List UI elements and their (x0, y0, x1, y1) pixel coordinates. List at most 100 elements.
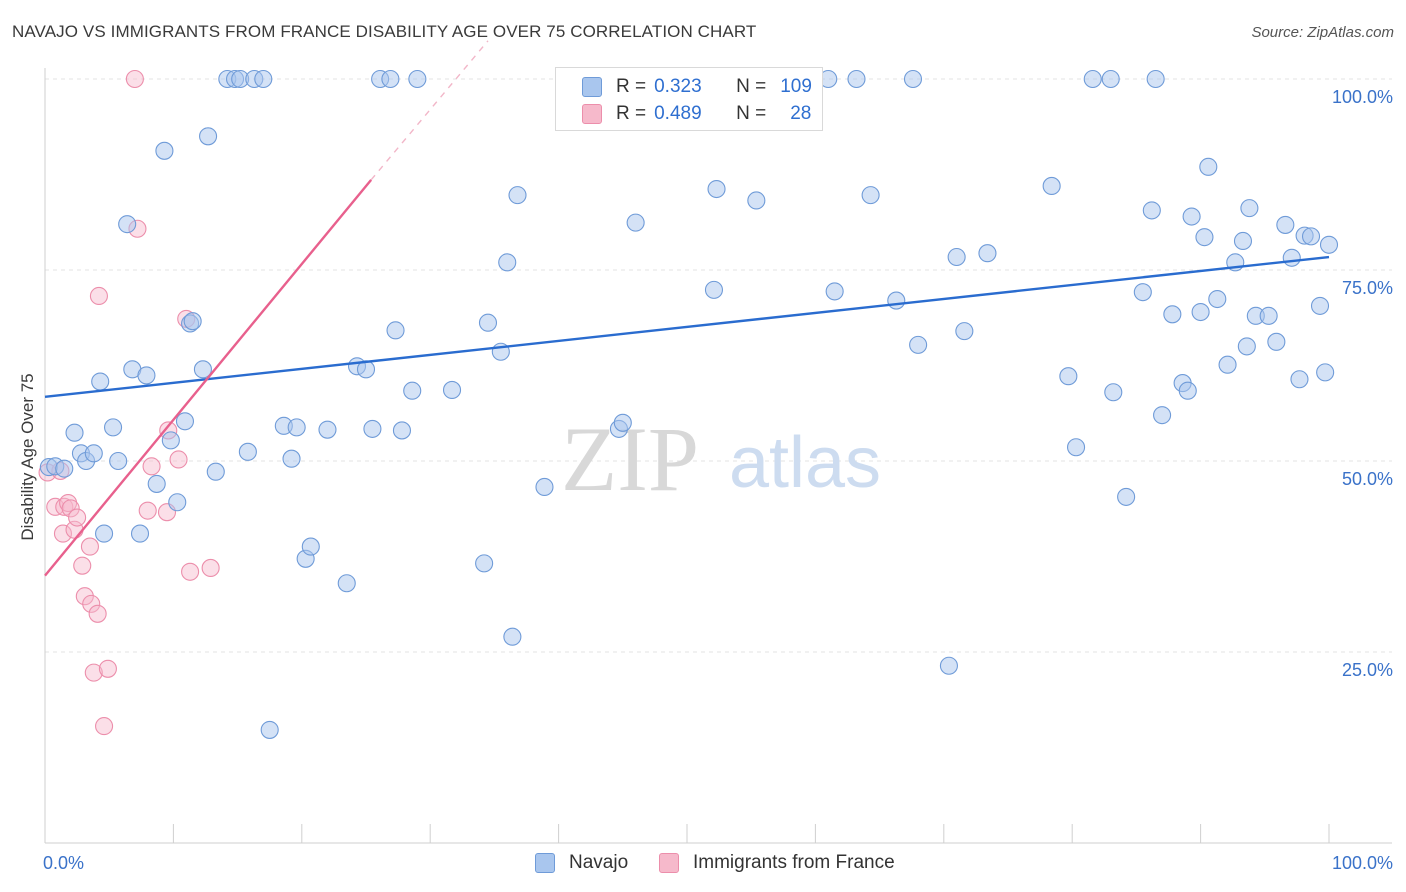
tick-labels: 25.0% 50.0% 75.0% 100.0% 0.0% 100.0% (43, 87, 1393, 873)
navajo-point (199, 127, 218, 146)
navajo-point (1178, 381, 1197, 400)
navajo-point (1146, 69, 1165, 89)
navajo-point (861, 186, 880, 205)
navajo-point (238, 442, 257, 461)
source-label: Source: ZipAtlas.com (1251, 24, 1394, 41)
navajo-swatch (582, 77, 602, 97)
navajo-point (1104, 383, 1123, 402)
navajo-point (1042, 176, 1061, 196)
navajo-point (503, 627, 522, 646)
navajo-point (1290, 370, 1309, 389)
navajo-point (65, 423, 84, 442)
navajo-point (825, 282, 844, 301)
navajo-point (363, 419, 382, 438)
navajo-point (1208, 289, 1227, 309)
france-point (181, 562, 200, 581)
legend-item-france: Immigrants from France (659, 852, 895, 874)
navajo-point (287, 418, 306, 437)
navajo-point (95, 524, 114, 543)
navajo-point (1240, 199, 1259, 218)
watermark: ZIP atlas (561, 408, 881, 510)
france-trend-extension (370, 40, 489, 181)
n-label: N = (736, 103, 767, 124)
navajo-point (707, 179, 726, 199)
gridlines (45, 78, 1392, 653)
navajo-point (508, 186, 527, 205)
navajo-point (260, 720, 279, 739)
navajo-point (282, 449, 301, 468)
navajo-point (55, 459, 74, 478)
france-point (201, 558, 220, 578)
navajo-point (109, 451, 128, 471)
navajo-point (475, 554, 494, 573)
navajo-point (1067, 438, 1086, 457)
navajo-point (947, 247, 966, 267)
navajo-point (381, 69, 400, 89)
navajo-point (1310, 296, 1330, 315)
navajo-point (254, 69, 273, 89)
r-label: R = (616, 76, 647, 97)
navajo-point (626, 213, 645, 232)
navajo-point (903, 69, 923, 89)
axes (44, 68, 1392, 844)
navajo-point (939, 656, 958, 675)
navajo-point (206, 462, 225, 481)
navajo-point (1282, 248, 1301, 267)
navajo-point (168, 493, 187, 512)
france-point (75, 587, 94, 606)
navajo-point (84, 444, 103, 463)
legend-row-navajo: R = 0.323 N = 109 (556, 74, 812, 100)
navajo-point (847, 69, 866, 89)
navajo-point (1276, 215, 1295, 234)
france-point (53, 524, 73, 543)
navajo-point (887, 291, 906, 310)
navajo-point (747, 191, 766, 210)
legend-row-france: R = 0.489 N = 28 (556, 101, 811, 127)
navajo-point (704, 280, 724, 299)
y-tick-label: 75.0% (1342, 278, 1393, 298)
navajo-point (613, 413, 632, 432)
navajo-point (408, 69, 427, 89)
navajo-point (1259, 306, 1278, 325)
r-label: R = (616, 103, 647, 124)
navajo-point (183, 312, 202, 331)
navajo-point (1316, 363, 1335, 382)
france-point (89, 286, 108, 306)
navajo-point (91, 372, 110, 391)
x-tick-label: 0.0% (43, 853, 84, 873)
navajo-point (1133, 283, 1152, 302)
navajo-point (161, 431, 180, 450)
navajo-point (155, 141, 174, 160)
navajo-point (403, 381, 422, 400)
stats-legend: R = 0.323 N = 109 R = 0.489 N = 28 (555, 67, 823, 131)
navajo-point (442, 380, 462, 399)
navajo-point (386, 321, 405, 340)
legend-item-navajo: Navajo (535, 852, 628, 874)
france-point (61, 499, 80, 518)
navajo-point (130, 524, 150, 543)
x-tick-label: 100.0% (1332, 853, 1393, 873)
r-value: 0.323 (654, 76, 702, 97)
navajo-point (1059, 367, 1078, 386)
navajo-point (1142, 201, 1161, 220)
navajo-point (118, 215, 137, 234)
navajo-point (137, 366, 156, 385)
france-point (169, 450, 188, 469)
navajo-point (1182, 207, 1201, 226)
france-point (125, 69, 144, 89)
y-tick-label: 50.0% (1342, 469, 1393, 489)
navajo-point (1237, 337, 1256, 356)
navajo-point (1319, 235, 1339, 254)
navajo-point (337, 574, 356, 593)
n-label: N = (736, 76, 767, 97)
navajo-point (193, 360, 212, 379)
france-legend-swatch (659, 853, 679, 873)
trend-lines (44, 40, 1330, 577)
y-tick-label: 25.0% (1342, 660, 1393, 680)
chart-title: NAVAJO VS IMMIGRANTS FROM FRANCE DISABIL… (12, 22, 757, 41)
france-point (95, 717, 114, 736)
france-point (142, 457, 161, 476)
navajo-point (318, 420, 337, 439)
legend-france-label: Immigrants from France (693, 852, 895, 873)
navajo-point (909, 335, 928, 354)
